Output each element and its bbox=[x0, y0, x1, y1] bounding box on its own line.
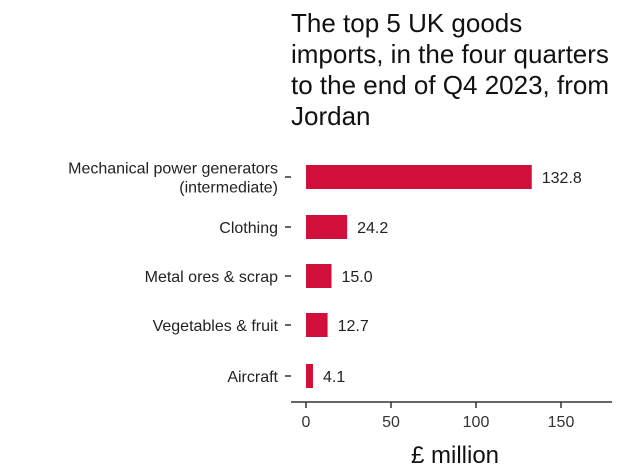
chart-title: The top 5 UK goods imports, in the four … bbox=[291, 8, 609, 131]
x-tick-label: 50 bbox=[382, 414, 400, 431]
value-label: 132.8 bbox=[542, 170, 582, 187]
x-tick-label: 150 bbox=[548, 414, 575, 431]
value-label: 24.2 bbox=[357, 220, 388, 237]
bar bbox=[306, 215, 348, 239]
category-label: Aircraft bbox=[227, 369, 278, 386]
category-label: (intermediate) bbox=[179, 180, 278, 197]
value-label: 12.7 bbox=[338, 318, 369, 335]
value-label: 15.0 bbox=[342, 269, 373, 286]
x-tick-label: 100 bbox=[463, 414, 490, 431]
bar bbox=[306, 264, 332, 288]
category-label: Mechanical power generators bbox=[68, 161, 278, 178]
category-label: Vegetables & fruit bbox=[153, 318, 279, 335]
bar bbox=[306, 313, 328, 337]
category-label: Clothing bbox=[219, 220, 278, 237]
x-axis-title: £ million bbox=[411, 442, 499, 469]
value-label: 4.1 bbox=[323, 369, 345, 386]
category-label: Metal ores & scrap bbox=[145, 269, 278, 286]
x-tick-label: 0 bbox=[302, 414, 311, 431]
bar bbox=[306, 165, 532, 189]
bar bbox=[306, 364, 313, 388]
